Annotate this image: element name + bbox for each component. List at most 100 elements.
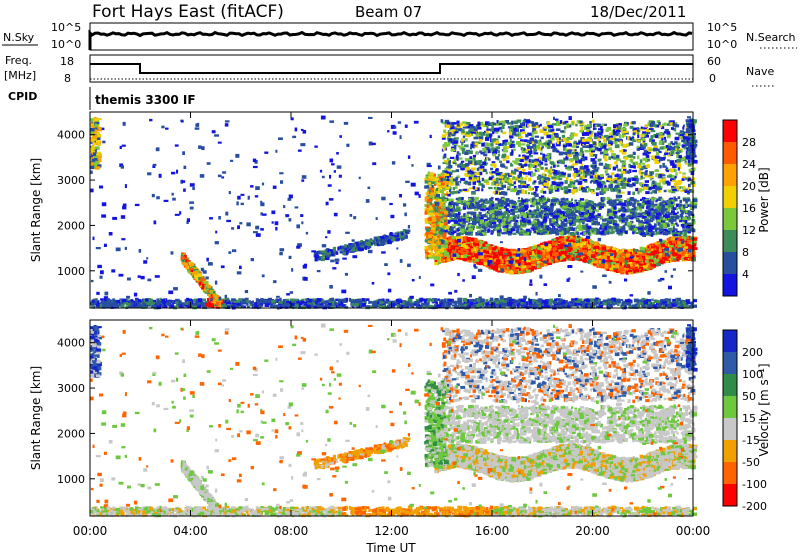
power-cell <box>220 304 224 307</box>
power-cell <box>678 305 682 309</box>
power-cell <box>131 299 134 302</box>
power-cell <box>473 302 476 306</box>
power-cell <box>350 303 356 306</box>
power-cell <box>156 305 162 310</box>
power-cell <box>618 299 624 302</box>
power-cell <box>611 297 616 302</box>
power-cell <box>359 303 363 308</box>
power-cell <box>236 300 239 303</box>
power-cell <box>476 298 480 302</box>
power-cell <box>215 304 220 309</box>
power-cell <box>240 301 246 305</box>
power-cell <box>181 302 184 305</box>
power-cell <box>379 301 384 304</box>
power-cell <box>435 298 438 302</box>
power-cell <box>692 299 697 303</box>
power-cell <box>503 306 506 309</box>
power-cell <box>608 300 612 303</box>
nsky-trace <box>88 29 693 50</box>
power-cell <box>655 299 660 303</box>
power-cell <box>365 305 370 308</box>
power-cell <box>641 304 646 308</box>
power-cell <box>159 297 162 302</box>
power-cell <box>522 303 525 306</box>
power-cell <box>463 303 468 307</box>
power-cell <box>154 301 159 305</box>
power-cell <box>556 298 561 302</box>
power-cell <box>120 301 123 306</box>
power-cell <box>344 244 348 248</box>
power-cell <box>427 302 430 305</box>
power-cell <box>337 298 343 302</box>
power-cell <box>685 300 690 304</box>
power-cell <box>474 304 480 308</box>
power-cell <box>205 303 211 307</box>
power-cell <box>680 304 684 309</box>
power-cell <box>368 239 373 243</box>
power-cell <box>413 301 417 304</box>
power-cell <box>545 299 549 302</box>
power-cell <box>527 305 530 309</box>
power-cell <box>485 302 489 306</box>
power-cell <box>667 303 672 308</box>
power-cell <box>516 300 520 304</box>
power-cell <box>507 302 509 307</box>
power-cell <box>662 302 665 307</box>
power-cell <box>321 299 325 302</box>
power-cell <box>233 299 238 303</box>
power-cell <box>274 300 277 304</box>
power-cell <box>197 305 201 309</box>
power-cell <box>437 298 440 301</box>
power-cell <box>301 305 306 310</box>
power-cell <box>381 298 385 303</box>
power-cell <box>270 304 275 308</box>
freq-tick-low: 8 <box>64 72 71 85</box>
power-cell <box>502 302 508 307</box>
power-cell <box>363 301 367 305</box>
power-cell <box>113 300 116 303</box>
power-cell <box>446 305 451 308</box>
cpid-value: themis 3300 IF <box>95 93 196 107</box>
power-cell <box>661 299 666 303</box>
power-cell <box>335 304 340 309</box>
power-cell <box>100 299 104 303</box>
power-cell <box>520 299 526 303</box>
power-cell <box>328 251 331 254</box>
power-cell <box>400 238 405 240</box>
power-cell <box>182 259 185 263</box>
power-heatmap <box>90 115 698 310</box>
power-cell <box>274 304 277 308</box>
power-cell <box>435 301 439 305</box>
power-cell <box>495 298 499 302</box>
power-cell <box>136 304 139 308</box>
power-cell <box>566 305 571 308</box>
power-cell <box>671 303 676 307</box>
power-cell <box>574 297 579 301</box>
power-cell <box>588 298 594 302</box>
nave-tick-low: 0 <box>709 72 716 85</box>
power-cell <box>538 305 542 308</box>
power-cell <box>357 298 362 303</box>
power-cell <box>284 305 289 309</box>
power-cell <box>503 298 508 301</box>
power-cell <box>222 305 225 308</box>
power-cell <box>153 299 157 302</box>
power-cell <box>207 290 210 293</box>
power-cell <box>227 305 230 309</box>
power-cell <box>184 262 189 266</box>
power-cell <box>480 298 485 303</box>
nsky-label: N.Sky <box>3 31 35 44</box>
power-cell <box>520 305 524 309</box>
power-cell <box>561 300 567 303</box>
power-cell <box>337 306 341 309</box>
power-cell <box>337 246 340 251</box>
power-cell <box>285 303 290 306</box>
power-cell <box>207 294 211 297</box>
power-cell <box>361 298 365 302</box>
power-cell <box>633 298 639 303</box>
power-cell <box>405 229 411 233</box>
power-cell <box>197 298 203 303</box>
power-cell <box>125 302 131 306</box>
power-cell <box>392 303 396 306</box>
power-cell <box>246 301 249 306</box>
